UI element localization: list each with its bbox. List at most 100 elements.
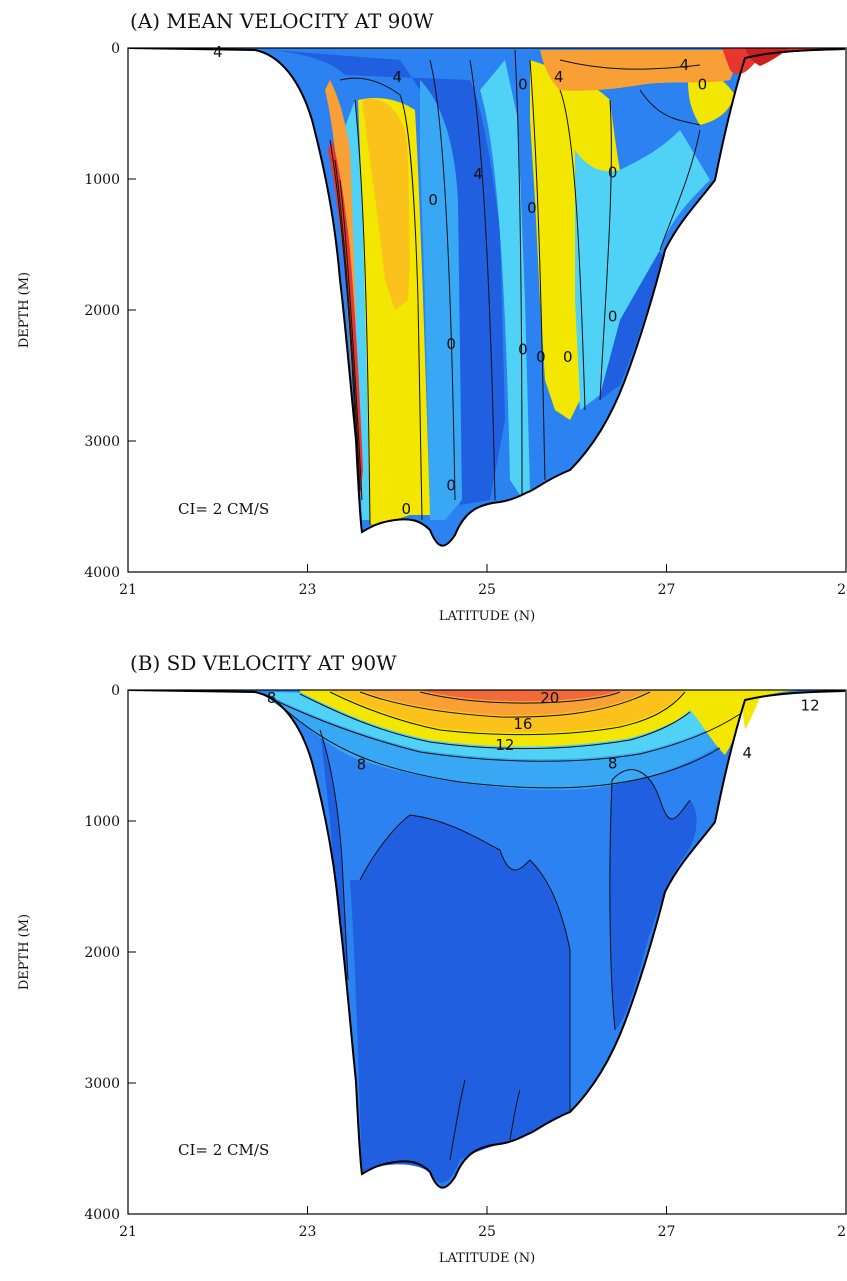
panel-b-title: (B) SD VELOCITY AT 90W — [130, 651, 397, 675]
contour-label: 0 — [428, 191, 438, 209]
panel-b-contour-labels: 20 16 12 12 8 8 8 4 — [267, 689, 820, 774]
x-tick-label: 25 — [478, 582, 496, 598]
x-tick-label: 27 — [658, 582, 676, 598]
panel-a-contour-line — [354, 99, 371, 526]
panel-a-contour-line — [469, 59, 496, 501]
contour-label: 0 — [518, 340, 528, 358]
panel-b-contour-line — [329, 691, 686, 736]
contour-label: 4 — [743, 744, 753, 762]
panel-a-contour-line — [599, 99, 612, 401]
panel-a-ci-annotation: CI= 2 CM/S — [178, 500, 269, 518]
panel-a-band-orange-1 — [362, 98, 410, 310]
contour-label: 12 — [801, 697, 820, 715]
panel-b-band-red-orange — [420, 690, 620, 702]
x-tick-label: 25 — [478, 1224, 496, 1240]
y-tick-label: 0 — [111, 683, 120, 699]
panel-b-band-deep-blue-2 — [609, 769, 697, 1030]
panel-a-contour-line — [429, 59, 456, 501]
panel-b-band-yellow-east — [740, 690, 800, 730]
contour-label: 0 — [446, 335, 456, 353]
panel-b-contour-line — [279, 704, 721, 789]
panel-b-bathymetry-outline — [128, 690, 846, 1189]
y-axis-label: DEPTH (M) — [17, 272, 32, 348]
panel-a-band-light-blue-3 — [560, 110, 710, 410]
contour-label: 4 — [213, 43, 223, 61]
panel-a-band-light-blue-1 — [420, 80, 462, 520]
x-axis-label: LATITUDE (N) — [439, 1251, 535, 1266]
y-tick-label: 2000 — [84, 303, 120, 319]
contour-label: 0 — [608, 163, 618, 181]
panel-b-contour-line — [299, 693, 691, 750]
panel-b-contour-line — [359, 691, 651, 718]
contour-label: 4 — [554, 68, 564, 86]
panel-b-contour-field — [128, 690, 846, 1189]
contour-label: 0 — [527, 199, 537, 217]
panel-b-contour-line — [609, 779, 616, 1031]
contour-label: 8 — [608, 754, 618, 772]
panel-b-contour-line — [419, 691, 621, 704]
x-tick-label: 21 — [119, 582, 137, 598]
contour-label: 0 — [401, 500, 411, 518]
panel-a-mean-velocity: (A) MEAN VELOCITY AT 90W — [17, 9, 847, 624]
panel-a-contour-field — [128, 48, 846, 547]
contour-label: 4 — [473, 165, 483, 183]
y-tick-label: 3000 — [84, 434, 120, 450]
contour-label: 0 — [446, 477, 456, 495]
y-axis-label: DEPTH (M) — [17, 914, 32, 990]
panel-a-band-red-1 — [328, 140, 363, 500]
panel-b-band-deep-blue-1 — [350, 815, 570, 1183]
panel-b-contour-line — [319, 729, 349, 981]
panel-a-band-light-blue-2 — [480, 60, 530, 495]
panel-a-contour-lines — [329, 49, 701, 526]
contour-label: 16 — [513, 715, 532, 733]
y-tick-label: 2000 — [84, 945, 120, 961]
panel-a-axes: 212325272901000200030004000LATITUDE (N)D… — [17, 41, 847, 624]
panel-b-ci-annotation: CI= 2 CM/S — [178, 1141, 269, 1159]
panel-a-contour-line — [514, 49, 523, 496]
y-tick-label: 1000 — [84, 814, 120, 830]
contour-label: 12 — [495, 736, 514, 754]
panel-b-sd-velocity: (B) SD VELOCITY AT 90W — [17, 651, 847, 1266]
panel-a-contour-line — [339, 179, 363, 501]
y-tick-label: 3000 — [84, 1076, 120, 1092]
panel-a-contour-line — [339, 77, 423, 521]
contour-label: 0 — [608, 308, 618, 326]
panel-a-contour-line — [529, 59, 546, 481]
panel-a-contour-line — [639, 89, 701, 126]
y-tick-label: 0 — [111, 41, 120, 57]
panel-b-contour-lines — [269, 691, 741, 1161]
panel-b-contour-line — [359, 814, 571, 1112]
y-tick-label: 4000 — [84, 1207, 120, 1223]
panel-a-bathymetry-outline — [128, 48, 846, 547]
contour-label: 4 — [392, 68, 402, 86]
contour-label: 0 — [536, 348, 546, 366]
panel-a-band-orange-2 — [540, 50, 734, 91]
panel-b-band-deep-blue-3 — [320, 730, 348, 980]
x-tick-label: 23 — [299, 582, 317, 598]
panel-b-contour-line — [269, 697, 741, 762]
panel-b-contour-line — [611, 769, 691, 820]
y-tick-label: 4000 — [84, 565, 120, 581]
panel-a-contour-line — [559, 89, 586, 411]
panel-a-title: (A) MEAN VELOCITY AT 90W — [130, 9, 434, 33]
panel-b-contour-line — [449, 1079, 466, 1161]
y-tick-label: 1000 — [84, 172, 120, 188]
contour-label: 0 — [698, 76, 708, 94]
panel-a-band-yellow-2 — [530, 60, 620, 420]
x-axis-label: LATITUDE (N) — [439, 609, 535, 624]
x-tick-label: 29 — [837, 1224, 847, 1240]
x-tick-label: 21 — [119, 1224, 137, 1240]
contour-label: 8 — [357, 756, 367, 774]
contour-label: 4 — [680, 56, 690, 74]
x-tick-label: 27 — [658, 1224, 676, 1240]
contour-label: 20 — [540, 689, 559, 707]
panel-b-axes: 21 23 25 27 29 0 1000 2000 3000 4000 LATITUDE (N) D… — [17, 683, 847, 1266]
contour-label: 0 — [518, 76, 528, 94]
panel-b-contour-line — [509, 1089, 521, 1141]
x-tick-label: 29 — [837, 582, 847, 598]
panel-a-contour-line — [329, 139, 359, 481]
contour-label: 0 — [563, 348, 573, 366]
contour-label: 8 — [267, 689, 277, 707]
